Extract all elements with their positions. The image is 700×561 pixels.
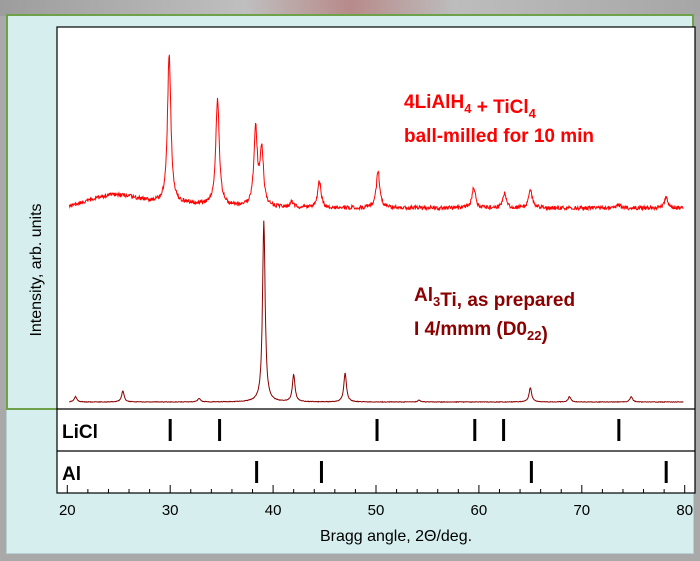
x-tick-label: 60 <box>471 502 488 519</box>
reference-label-al: Al <box>62 464 81 485</box>
series-line-2 <box>68 220 684 404</box>
x-tick-label: 80 <box>676 502 693 519</box>
slide-top-band <box>0 0 700 16</box>
x-tick-label: 20 <box>59 502 76 519</box>
x-tick-label: 50 <box>368 502 385 519</box>
y-axis-label: Intensity, arb. units <box>28 203 45 336</box>
x-tick-label: 70 <box>573 502 590 519</box>
plot-background <box>57 27 695 493</box>
series-annotation-2: Al3Ti, as prepared <box>414 285 575 311</box>
x-axis-label: Bragg angle, 2Θ/deg. <box>320 528 472 545</box>
series-annotation-2: I 4/mmm (D022) <box>414 319 548 345</box>
series-line-1 <box>68 54 684 212</box>
reference-label-licl: LiCl <box>62 422 98 443</box>
x-tick-label: 30 <box>162 502 179 519</box>
x-tick-label: 40 <box>265 502 282 519</box>
series-annotation-1: ball-milled for 10 min <box>404 126 594 147</box>
series-annotation-1: 4LiAlH4 + TiCl4 <box>404 92 537 121</box>
